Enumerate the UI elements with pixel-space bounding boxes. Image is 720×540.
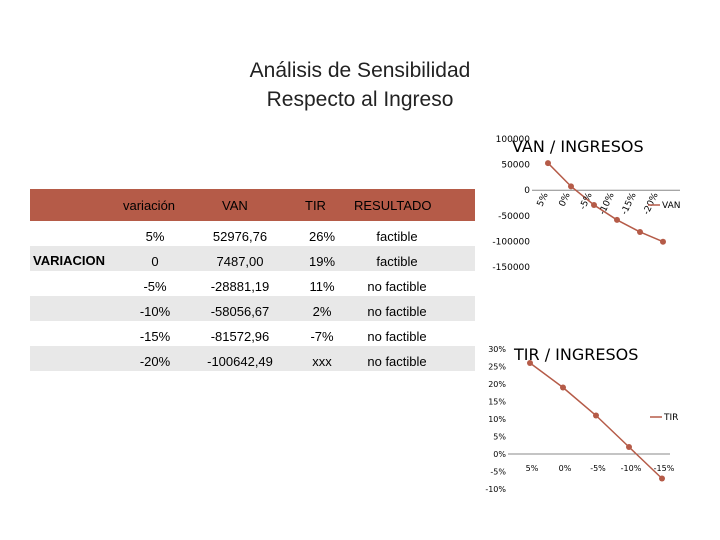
header-resultado: RESULTADO xyxy=(354,198,432,213)
table-cell: xxx xyxy=(312,354,332,369)
table-cell: 19% xyxy=(308,254,336,269)
table-header-bar xyxy=(30,189,475,221)
x-tick-label: -20% xyxy=(642,191,661,217)
x-tick-label: 0% xyxy=(558,191,573,209)
data-point xyxy=(659,475,665,482)
table-cell: -81572,96 xyxy=(210,329,270,344)
table-cell: -100642,49 xyxy=(207,354,273,369)
y-tick-label: 50000 xyxy=(501,161,530,171)
data-point xyxy=(527,360,533,366)
header-van: VAN xyxy=(222,198,248,213)
table-cell: -28881,19 xyxy=(210,279,270,294)
y-tick-label: 20% xyxy=(488,380,506,389)
x-tick-label: -10% xyxy=(621,464,642,473)
y-tick-label: -10% xyxy=(485,485,506,494)
table-cell: no factible xyxy=(367,279,427,294)
table-cell: 5% xyxy=(145,229,165,244)
series-line xyxy=(547,162,664,243)
y-tick-label: 100000 xyxy=(496,135,531,145)
y-tick-label: 0% xyxy=(493,450,506,459)
data-point xyxy=(591,201,597,208)
y-tick-label: 5% xyxy=(493,433,506,442)
data-point xyxy=(560,384,566,391)
table-cell: -20% xyxy=(139,354,171,369)
page-title: Análisis de Sensibilidad Respecto al Ing… xyxy=(200,56,520,114)
table-cell: 2% xyxy=(312,304,332,319)
y-tick-label: -150000 xyxy=(492,263,530,273)
variacion-side-label: VARIACION xyxy=(33,253,105,268)
title-line-2: Respecto al Ingreso xyxy=(266,88,454,111)
table-cell: factible xyxy=(376,229,418,244)
table-cell: no factible xyxy=(367,304,427,319)
x-tick-label: -15% xyxy=(654,464,675,473)
data-point xyxy=(593,412,599,419)
x-tick-label: -15% xyxy=(620,191,639,217)
x-tick-label: 5% xyxy=(536,191,551,209)
x-tick-label: -10% xyxy=(598,191,617,217)
data-point xyxy=(568,183,574,190)
x-tick-label: 5% xyxy=(526,464,539,473)
table-cell: -15% xyxy=(139,329,171,344)
y-tick-label: -50000 xyxy=(498,212,530,222)
data-point xyxy=(660,238,666,245)
data-point xyxy=(626,444,632,450)
series-line xyxy=(529,362,663,480)
header-tir: TIR xyxy=(305,198,326,213)
title-line-1: Análisis de Sensibilidad xyxy=(249,59,471,82)
table-cell: -7% xyxy=(310,329,334,344)
y-tick-label: 25% xyxy=(488,363,506,372)
header-variacion: variación xyxy=(123,198,176,213)
data-point xyxy=(637,228,643,235)
data-point xyxy=(614,216,620,223)
table-cell: 26% xyxy=(308,229,336,244)
table-cell: no factible xyxy=(367,329,427,344)
table-row xyxy=(30,296,475,321)
y-tick-label: 30% xyxy=(488,345,506,354)
table-cell: -5% xyxy=(143,279,167,294)
x-tick-label: 0% xyxy=(559,464,572,473)
table-cell: 11% xyxy=(309,279,335,294)
table-cell: no factible xyxy=(367,354,427,369)
data-point xyxy=(545,160,551,167)
table-cell: factible xyxy=(376,254,418,269)
y-tick-label: 15% xyxy=(488,398,506,407)
y-tick-label: -5% xyxy=(490,468,506,477)
table-row xyxy=(30,246,475,271)
legend-label: TIR xyxy=(663,413,678,423)
table-cell: 7487,00 xyxy=(216,254,264,269)
y-tick-label: -100000 xyxy=(492,237,530,247)
y-tick-label: 0 xyxy=(524,186,530,196)
table-cell: 52976,76 xyxy=(212,229,268,244)
table-row xyxy=(30,346,475,371)
y-tick-label: 10% xyxy=(488,415,506,424)
table-cell: -10% xyxy=(139,304,171,319)
x-tick-label: -5% xyxy=(590,464,606,473)
tir-chart: 30% 25% 20% 15% 10% 5% 0% -5% -10% 5% 0% -5% -10% -15… xyxy=(485,345,678,494)
table-cell: 0 xyxy=(151,254,159,269)
legend-label: VAN xyxy=(662,201,680,211)
chart-title: VAN / INGRESOS xyxy=(512,137,644,156)
chart-title: TIR / INGRESOS xyxy=(513,345,638,364)
table-cell: -58056,67 xyxy=(210,304,270,319)
